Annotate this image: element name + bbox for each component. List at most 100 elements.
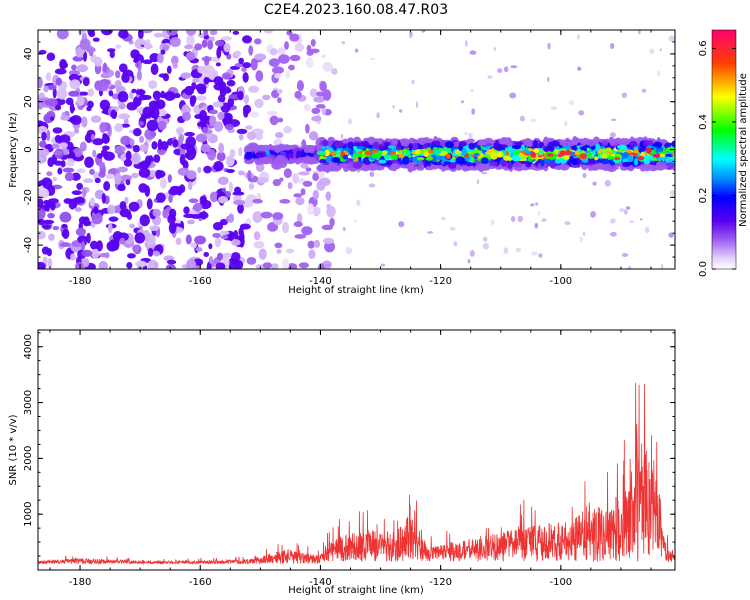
colorbar-tick-label: 0.6 [698,40,709,56]
spectrogram-cell [94,177,101,184]
spectrogram-xtick-label: -120 [429,276,452,287]
spectrogram-ytick-label: -40 [23,237,34,253]
colorbar-tick-label: 0.4 [698,114,709,130]
spectrogram-cell [338,163,349,168]
spectrogram-cell [386,160,393,166]
spectrogram-cell [507,162,513,168]
spectrogram-cell [185,234,192,245]
spectrogram-cell [214,121,224,132]
spectrogram-cell [352,152,361,157]
spectrogram-cell [196,121,207,127]
spectrogram-cell [277,143,286,152]
spectrogram-cell [186,30,197,36]
spectrogram-cell [300,188,306,196]
snr-ytick-label: 3000 [23,390,34,415]
spectrogram-cell [587,140,595,147]
spectrogram-cell [59,58,68,70]
spectrogram-cell [98,260,108,269]
spectrogram-cell [582,145,587,149]
spectrogram-cell [316,150,327,156]
spectrogram-cell [258,248,267,260]
spectrogram-cell [228,213,235,223]
spectrogram-cell [326,205,336,218]
spectrogram-cell [365,138,375,143]
spectrogram-cell [129,223,135,229]
spectrogram-cell [255,132,263,141]
spectrogram-cell [194,43,203,51]
spectrogram-cell [387,145,396,149]
spectrogram-cell [227,233,235,242]
spectrogram-cell [262,262,273,269]
spectrogram-cell [184,44,194,50]
spectrogram-cell [143,43,153,50]
spectrogram-cell [433,150,442,155]
spectrogram-cell [624,161,634,166]
spectrogram-cell [79,38,91,51]
spectrogram-cell [182,111,191,121]
spectrogram-cell [147,247,154,257]
spectrogram-cell [420,164,425,170]
spectrogram-cell [131,172,139,179]
spectrogram-cell [356,146,366,150]
spectrogram-cell [322,139,329,147]
spectrogram-cell [308,249,316,260]
spectrogram-cell [312,172,319,182]
spectrogram-cell [311,115,322,122]
spectrogram-cell [513,141,524,146]
spectrogram-cell [368,183,376,188]
spectrogram-cell [115,70,121,79]
spectrogram-cell [281,258,290,269]
spectrogram-cell [81,249,93,257]
spectrogram-cell [188,198,199,204]
spectrogram-cell [96,240,103,252]
spectrogram-cell [274,73,282,79]
spectrogram-cell [134,260,147,268]
spectrogram-cell [71,190,82,196]
spectrogram-cell [196,95,207,101]
spectrogram-cell [63,198,73,204]
spectrogram-cell [197,65,207,74]
spectrogram-cell [530,118,537,123]
spectrogram-cell [469,250,475,257]
spectrogram-cell [576,34,580,40]
spectrogram-cell [215,262,226,269]
spectrogram-cell [315,104,326,109]
spectrogram-cell [416,156,425,161]
spectrogram-cell [275,131,284,139]
spectrogram-cell [595,143,601,151]
spectrogram-cell [254,98,264,109]
spectrogram-cell [38,98,45,110]
spectrogram-cell [268,58,280,67]
spectrogram-cell [200,196,207,204]
spectrogram-cell [79,141,87,152]
spectrogram-cell [253,231,261,241]
spectrogram-cell [494,139,500,148]
spectrogram-cell [298,171,311,176]
spectrogram-cell [154,99,166,110]
spectrogram-cell [648,155,655,161]
spectrogram-cell [128,201,140,212]
spectrogram-cell [509,92,517,99]
spectrogram-cell [105,173,115,180]
spectrogram-cell [569,100,574,106]
spectrogram-cell [144,128,156,140]
spectrogram-cell [65,97,74,106]
spectrogram-cell [193,202,203,212]
spectrogram-panel: -180 -160 -140 -120 -100 -40 -20 0 20 40 Height o… [8,29,676,296]
spectrogram-cell [669,190,675,196]
spectrogram-cell [253,38,262,45]
snr-xtick-label: -180 [69,577,92,588]
spectrogram-cell [301,226,313,236]
spectrogram-cell [653,153,660,158]
spectrogram-xtick-label: -180 [69,276,92,287]
spectrogram-cell [246,257,257,265]
spectrogram-cell [242,72,249,83]
spectrogram-cell [515,247,522,253]
spectrogram-cell [610,231,617,237]
spectrogram-cell [316,180,326,191]
spectrogram-cell [264,30,273,34]
spectrogram-cell [470,89,474,92]
spectrogram-cell [59,142,68,149]
spectrogram-cell [279,177,284,182]
spectrogram-cell [108,90,114,97]
